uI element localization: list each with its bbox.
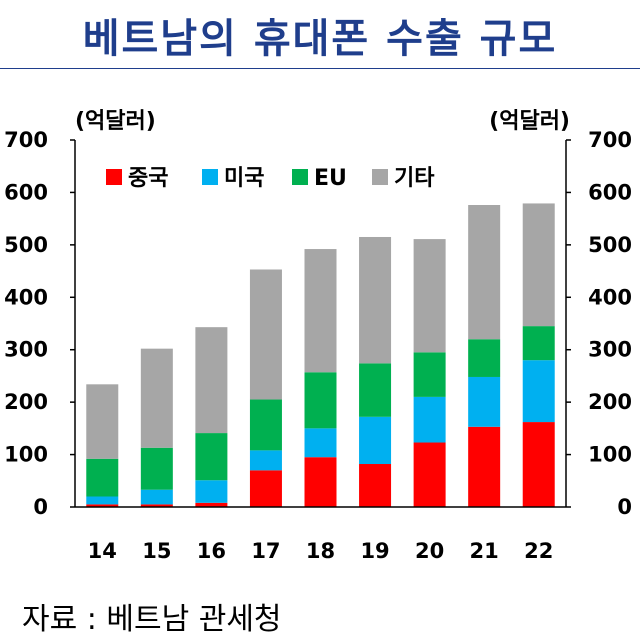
bar-중국-19 — [359, 464, 392, 507]
bar-미국-15 — [140, 489, 173, 505]
x-tick-label: 20 — [415, 539, 444, 563]
y-tick-label-left: 500 — [4, 233, 48, 257]
bar-EU-17 — [249, 399, 282, 451]
y-unit-label-right: (억달러) — [489, 109, 570, 134]
y-tick-label-left: 400 — [4, 285, 48, 309]
bar-기타-22 — [522, 203, 555, 327]
chart-title: 베트남의 휴대폰 수출 규모 — [82, 16, 558, 62]
bar-중국-18 — [304, 457, 337, 507]
legend-label-EU: EU — [314, 166, 347, 191]
y-tick-label-left: 0 — [33, 495, 48, 519]
bar-EU-19 — [359, 363, 392, 417]
y-tick-label-right: 0 — [617, 495, 632, 519]
legend-label-기타: 기타 — [394, 166, 435, 191]
bar-중국-15 — [140, 504, 173, 507]
bar-기타-18 — [304, 249, 337, 373]
bar-EU-16 — [195, 433, 228, 481]
legend-swatch-중국 — [106, 169, 122, 185]
x-tick-label: 17 — [251, 539, 280, 563]
bar-EU-21 — [468, 339, 501, 377]
x-tick-label: 22 — [524, 539, 553, 563]
bar-미국-20 — [413, 396, 446, 443]
y-tick-label-left: 200 — [4, 390, 48, 414]
bar-EU-14 — [86, 458, 119, 497]
bar-기타-15 — [140, 348, 173, 448]
x-tick-label: 15 — [142, 539, 171, 563]
y-tick-label-right: 300 — [588, 338, 632, 362]
bar-기타-19 — [359, 236, 392, 364]
y-tick-label-left: 600 — [4, 180, 48, 204]
bar-EU-15 — [140, 447, 173, 490]
bar-기타-20 — [413, 239, 446, 353]
legend-label-중국: 중국 — [128, 166, 168, 191]
y-tick-label-right: 600 — [588, 180, 632, 204]
bar-중국-22 — [522, 422, 555, 507]
bar-기타-17 — [249, 269, 282, 400]
bar-중국-14 — [86, 504, 119, 507]
legend-label-미국: 미국 — [224, 166, 264, 191]
y-tick-label-right: 100 — [588, 443, 632, 467]
bar-중국-21 — [468, 426, 501, 507]
x-tick-label: 21 — [470, 539, 499, 563]
y-unit-label-left: (억달러) — [75, 109, 156, 134]
bar-기타-16 — [195, 327, 228, 434]
x-tick-label: 14 — [88, 539, 117, 563]
bar-중국-16 — [195, 502, 228, 507]
bar-미국-17 — [249, 450, 282, 471]
x-tick-label: 19 — [360, 539, 389, 563]
bar-미국-18 — [304, 428, 337, 458]
legend-swatch-기타 — [372, 169, 388, 185]
bar-EU-22 — [522, 326, 555, 361]
bar-EU-18 — [304, 372, 337, 429]
bar-미국-19 — [359, 416, 392, 465]
y-tick-label-right: 500 — [588, 233, 632, 257]
y-tick-label-right: 700 — [588, 128, 632, 152]
stacked-bar-chart: 0 0 100 100 200 200 300 300 400 400 500 500 600 600 70… — [4, 109, 632, 563]
bar-EU-20 — [413, 352, 446, 397]
bar-기타-21 — [468, 205, 501, 340]
bar-기타-14 — [86, 384, 119, 459]
legend-swatch-미국 — [202, 169, 218, 185]
y-tick-label-left: 700 — [4, 128, 48, 152]
x-tick-label: 18 — [306, 539, 335, 563]
y-tick-label-left: 300 — [4, 338, 48, 362]
source-note: 자료 : 베트남 관세청 — [22, 602, 282, 637]
y-tick-label-right: 200 — [588, 390, 632, 414]
y-tick-label-right: 400 — [588, 285, 632, 309]
bar-중국-20 — [413, 442, 446, 507]
bar-미국-14 — [86, 496, 119, 505]
x-tick-label: 16 — [197, 539, 226, 563]
bar-중국-17 — [249, 470, 282, 507]
y-tick-label-left: 100 — [4, 443, 48, 467]
legend-swatch-EU — [292, 169, 308, 185]
bar-미국-21 — [468, 376, 501, 427]
title-divider — [0, 68, 640, 69]
bar-미국-22 — [522, 360, 555, 423]
bar-미국-16 — [195, 480, 228, 503]
